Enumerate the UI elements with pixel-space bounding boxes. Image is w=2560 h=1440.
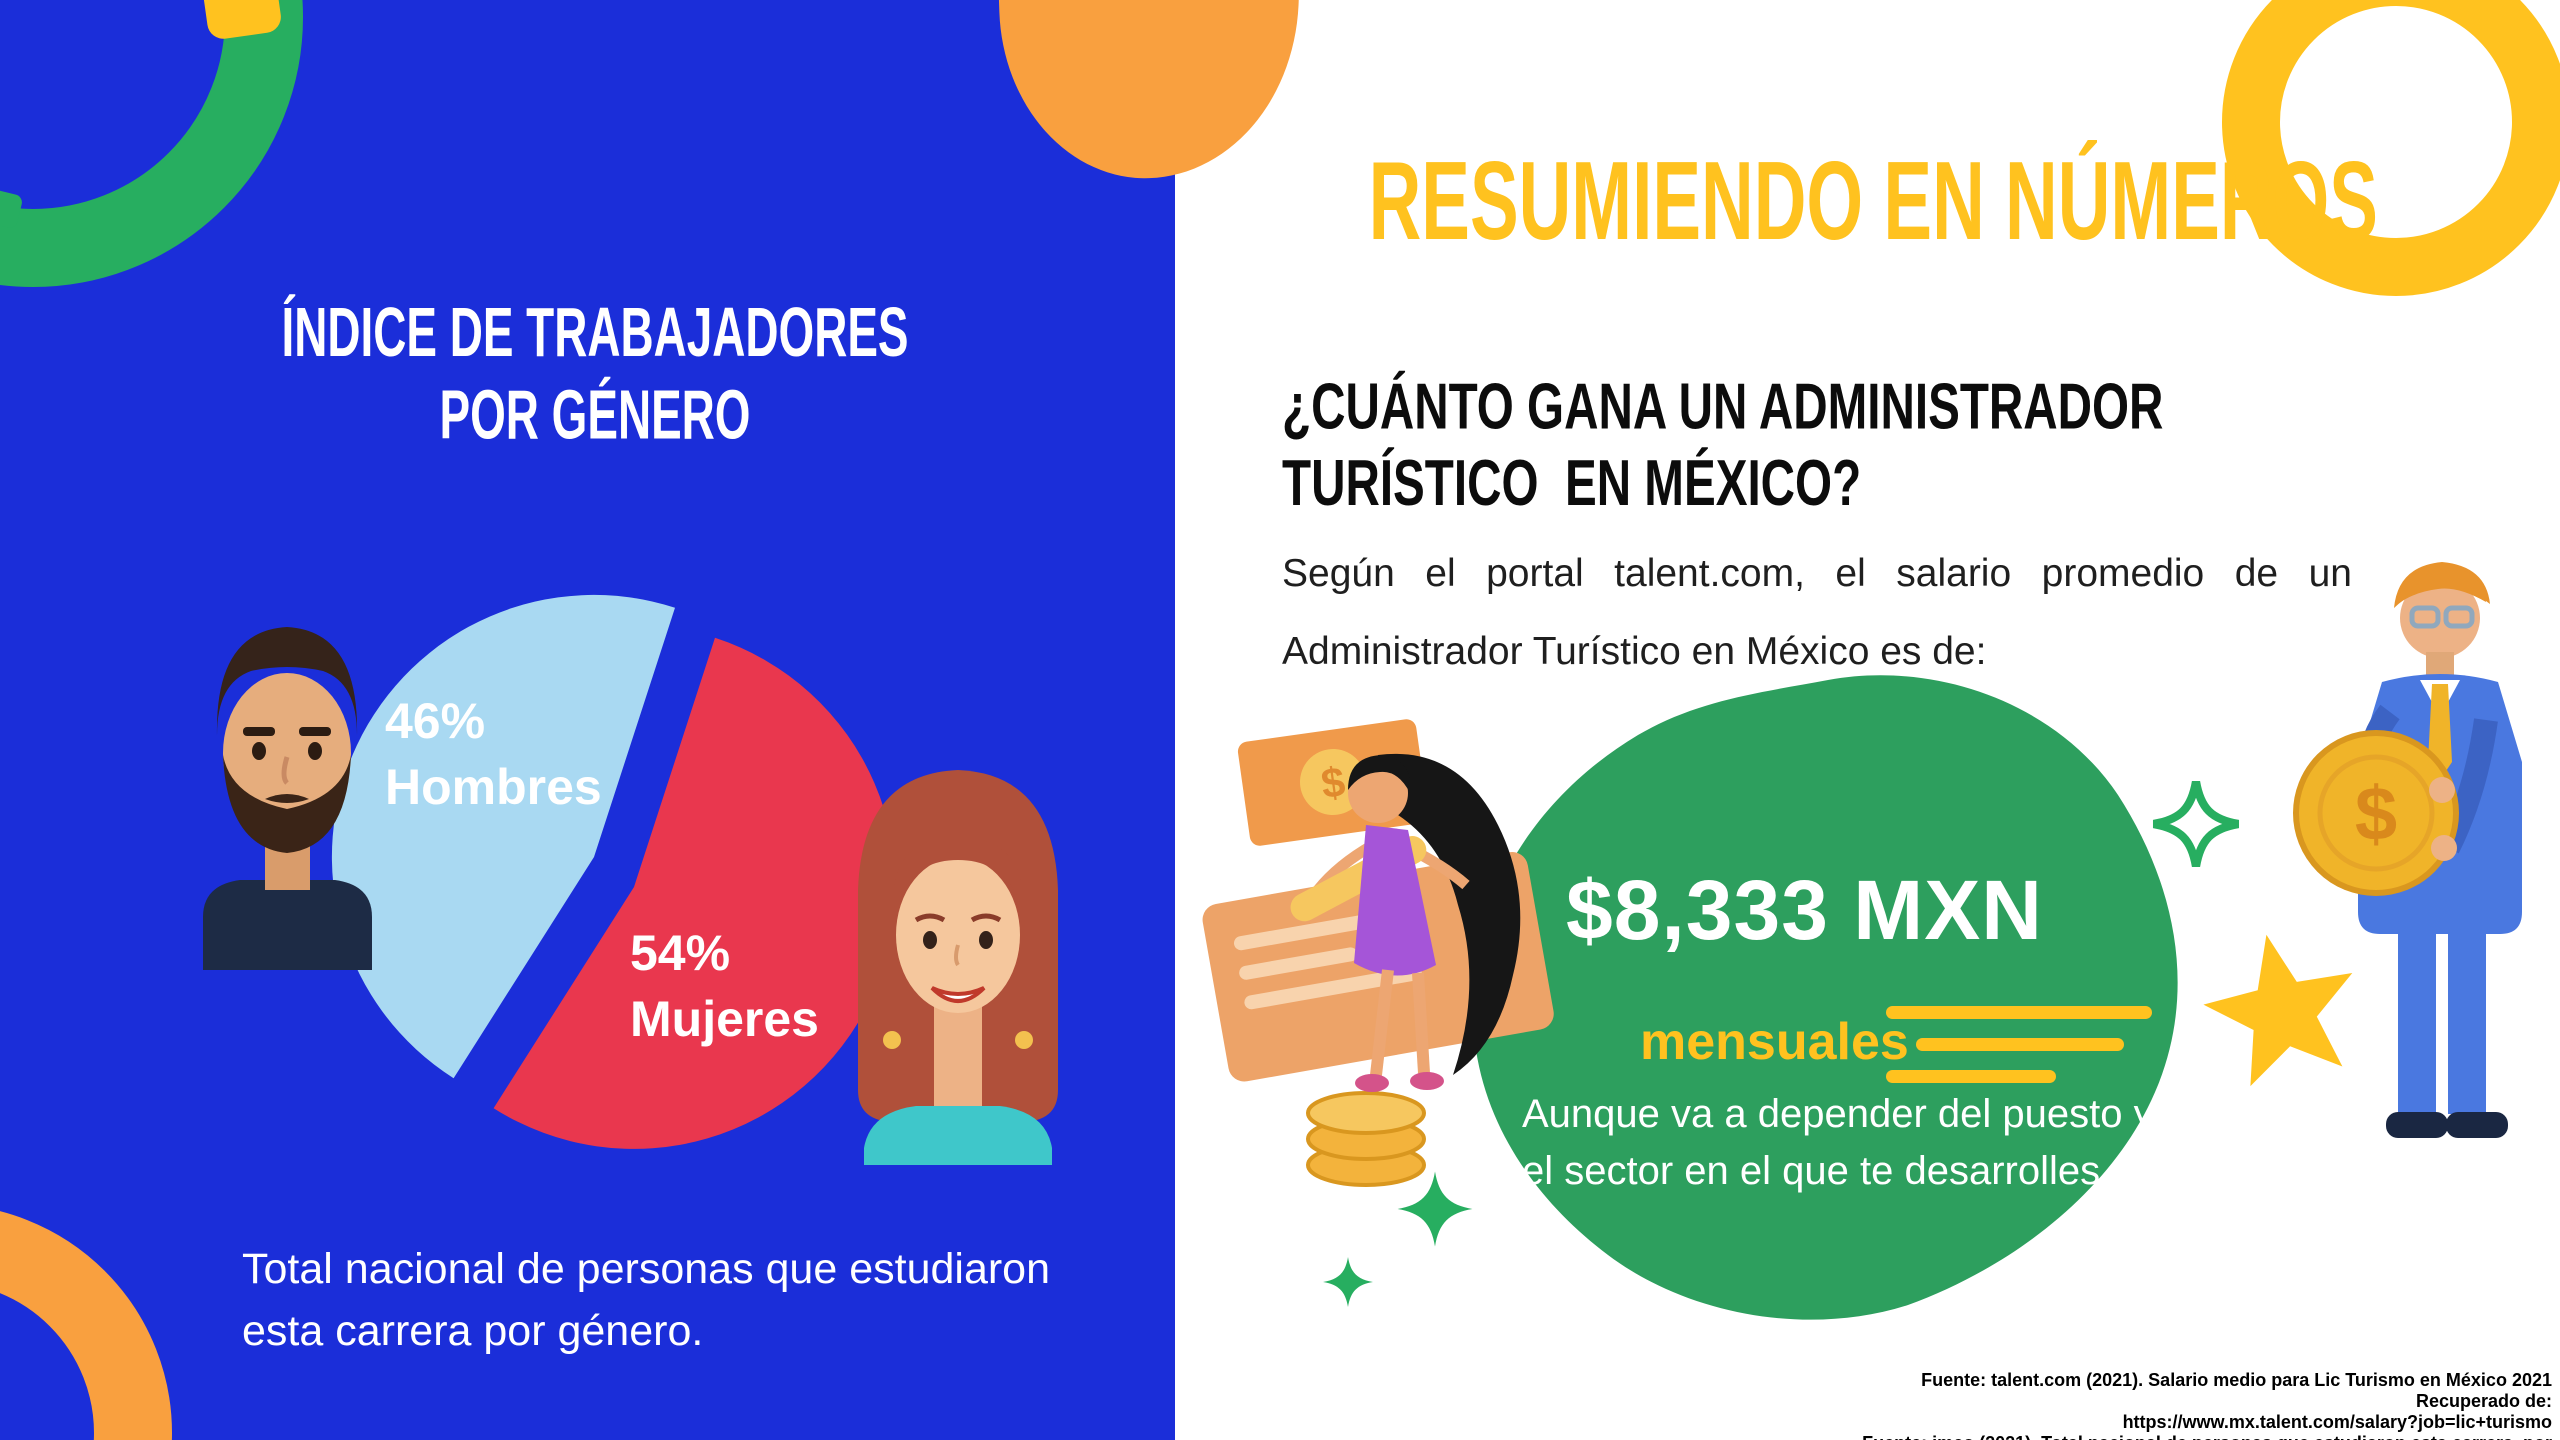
man-avatar-illustration: [203, 627, 372, 970]
walking-woman-figure: [1290, 753, 1521, 1092]
orange-blob-decoration: [998, 0, 1306, 184]
gender-pie-chart: [331, 594, 896, 1149]
glasses-left-lens: [2409, 605, 2441, 629]
figure-dress: [1354, 825, 1436, 976]
figure-shoe-right: [1410, 1072, 1444, 1090]
coin-stack: [1306, 1091, 1426, 1187]
woman-brow-left: [914, 913, 946, 923]
men-percentage: 46%: [385, 693, 486, 749]
woman-eye-right: [979, 931, 993, 949]
glasses-right-lens: [2443, 605, 2475, 629]
salary-period: mensuales: [1640, 1013, 1909, 1071]
left-panel-caption: Total nacional de personas que estudiaro…: [242, 1238, 1050, 1362]
woman-top: [864, 1106, 1052, 1165]
figure-fringe: [1348, 755, 1411, 793]
salary-note: Aunque va a depender del puesto y el sec…: [1522, 1086, 2154, 1200]
women-label: Mujeres: [630, 991, 819, 1047]
caption-line2: esta carrera por género.: [242, 1307, 704, 1355]
right-panel-title: RESUMIENDO EN NÚMEROS: [1368, 139, 2378, 264]
figure-leg-left: [1370, 969, 1394, 1076]
body-line2: Administrador Turístico en México es de:: [1282, 630, 1987, 673]
yellow-accent-line: [1916, 1038, 2124, 1051]
source-citations: Fuente: talent.com (2021). Salario medio…: [1572, 1370, 2552, 1440]
woman-fringe: [893, 836, 1023, 908]
woman-earring-left: [883, 1031, 901, 1049]
men-label: Hombres: [385, 759, 602, 815]
businessman-shoe-left: [2386, 1112, 2448, 1138]
man-nose: [281, 756, 290, 785]
pie-slice-mujeres: [493, 637, 896, 1149]
figure-head: [1348, 763, 1408, 823]
man-beard: [223, 755, 351, 853]
pie-label-women: 54% Mujeres: [630, 920, 819, 1052]
businessman-hand-bottom: [2431, 835, 2457, 861]
businessman-hair-top: [2398, 566, 2486, 604]
woman-nose: [954, 944, 960, 967]
man-brow-left: [243, 727, 275, 736]
man-face: [223, 673, 351, 833]
yellow-accent-line: [1886, 1070, 2056, 1083]
question-line1: ¿CUÁNTO GANA UN ADMINISTRADOR: [1282, 369, 2164, 443]
businessman-leg-left: [2398, 934, 2436, 1114]
blob-path: [1472, 675, 2178, 1320]
businessman-illustration: $: [2293, 562, 2522, 1138]
body-line1: Según el portal talent.com, el salario p…: [1282, 552, 2352, 595]
man-mustache: [265, 794, 309, 803]
figure-shoe-left: [1355, 1074, 1389, 1092]
source-line: Fuente: talent.com (2021). Salario medio…: [1921, 1370, 2552, 1390]
left-title-line1: ÍNDICE DE TRABAJADORES: [281, 294, 909, 372]
question-line2: TURÍSTICO EN MÉXICO?: [1282, 445, 1862, 519]
woman-neck: [934, 1000, 982, 1110]
note-line1: Aunque va a depender del puesto y: [1522, 1092, 2154, 1136]
pie-slice-hombres: [331, 594, 675, 1079]
woman-face: [896, 857, 1020, 1013]
left-panel-title: ÍNDICE DE TRABAJADORES POR GÉNERO: [244, 292, 947, 458]
note-line2: el sector en el que te desarrolles.: [1522, 1149, 2112, 1193]
yellow-star-icon: [2203, 934, 2353, 1087]
yellow-accent-line: [1886, 1006, 2152, 1019]
woman-avatar-illustration: [858, 770, 1058, 1165]
businessman-shoe-right: [2446, 1112, 2508, 1138]
woman-earring-right: [1015, 1031, 1033, 1049]
green-sparkle-icon: [2152, 780, 2240, 868]
figure-hair: [1378, 753, 1521, 1075]
woman-smile: [930, 986, 986, 1003]
salary-body-text: Según el portal talent.com, el salario p…: [1282, 535, 2352, 691]
pie-label-men: 46% Hombres: [385, 688, 602, 820]
green-sparkle-icon: [1323, 1257, 1373, 1307]
source-line: Fuente: imco (2021). Total nacional de p…: [1572, 1433, 2552, 1440]
source-url[interactable]: https://www.mx.talent.com/salary?job=lic…: [2122, 1412, 2552, 1432]
woman-eye-left: [923, 931, 937, 949]
woman-brow-right: [970, 913, 1002, 923]
green-sparkle-icon: [1397, 1171, 1473, 1247]
source-line: Recuperado de:: [2415, 1391, 2552, 1411]
man-eye-right: [308, 742, 322, 760]
businessman-leg-right: [2448, 934, 2486, 1114]
figure-leg-right: [1412, 972, 1430, 1074]
caption-line1: Total nacional de personas que estudiaro…: [242, 1245, 1051, 1293]
women-percentage: 54%: [630, 925, 731, 981]
man-brow-right: [299, 727, 331, 736]
green-blob-shape: [1472, 675, 2178, 1320]
money-check-illustration: $: [1202, 719, 1554, 1187]
businessman-hand-top: [2429, 777, 2455, 803]
man-hair: [216, 627, 358, 735]
coin-dollar-glyph: $: [2355, 772, 2397, 857]
man-eye-left: [252, 742, 266, 760]
left-title-line2: POR GÉNERO: [439, 377, 751, 455]
salary-amount: $8,333 MXN: [1566, 863, 2043, 957]
man-shirt: [203, 880, 372, 970]
salary-question-heading: ¿CUÁNTO GANA UN ADMINISTRADOR TURÍSTICO …: [1282, 368, 2163, 521]
